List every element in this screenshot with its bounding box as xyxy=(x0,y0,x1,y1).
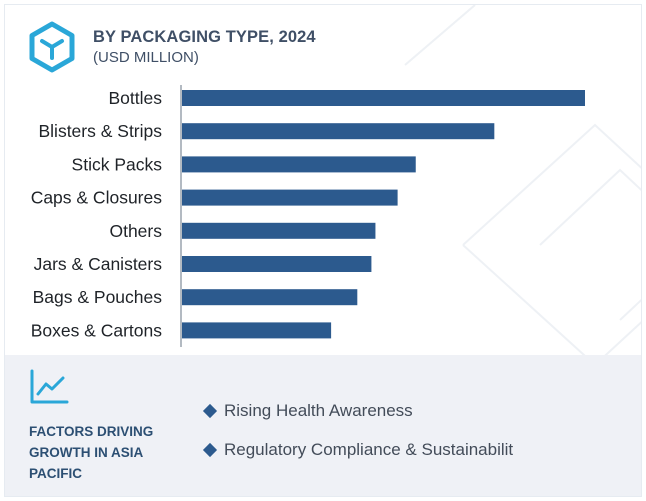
bar xyxy=(182,222,376,239)
chart-title: BY PACKAGING TYPE, 2024 xyxy=(93,28,316,46)
diamond-bullet-icon xyxy=(202,403,218,419)
chart-subtitle: (USD MILLION) xyxy=(93,49,199,66)
category-label: Jars & Canisters xyxy=(34,254,163,274)
diamond-bullet-icon xyxy=(202,442,218,458)
category-label: Bags & Pouches xyxy=(33,287,163,307)
growth-factors-panel: FACTORS DRIVING GROWTH IN ASIA PACIFIC R… xyxy=(5,355,641,496)
category-label: Stick Packs xyxy=(72,154,163,174)
infographic-card: BY PACKAGING TYPE, 2024 (USD MILLION) Bo… xyxy=(4,4,642,497)
factors-heading: FACTORS DRIVING GROWTH IN ASIA PACIFIC xyxy=(29,424,154,481)
factor-label: Rising Health Awareness xyxy=(224,401,413,420)
category-label: Bottles xyxy=(109,88,163,108)
bar xyxy=(182,123,495,140)
factor-item: Rising Health Awareness xyxy=(202,401,413,421)
bar xyxy=(182,256,372,272)
bar xyxy=(182,90,585,106)
bar xyxy=(182,322,332,339)
category-label: Others xyxy=(109,221,162,241)
box-cube-icon xyxy=(29,21,75,73)
bar xyxy=(182,189,398,206)
category-label: Blisters & Strips xyxy=(39,121,163,141)
bar xyxy=(182,289,358,306)
line-chart-icon xyxy=(30,369,69,404)
factor-label: Regulatory Compliance & Sustainabilit xyxy=(224,440,514,459)
factor-item: Regulatory Compliance & Sustainabilit xyxy=(202,440,514,460)
background-decoration xyxy=(404,5,641,367)
category-label: Caps & Closures xyxy=(31,188,163,208)
category-label: Boxes & Cartons xyxy=(31,320,163,340)
bar xyxy=(182,156,416,173)
bar-chart: Bottles Blisters & Strips Stick Packs Caps … xyxy=(31,85,585,347)
